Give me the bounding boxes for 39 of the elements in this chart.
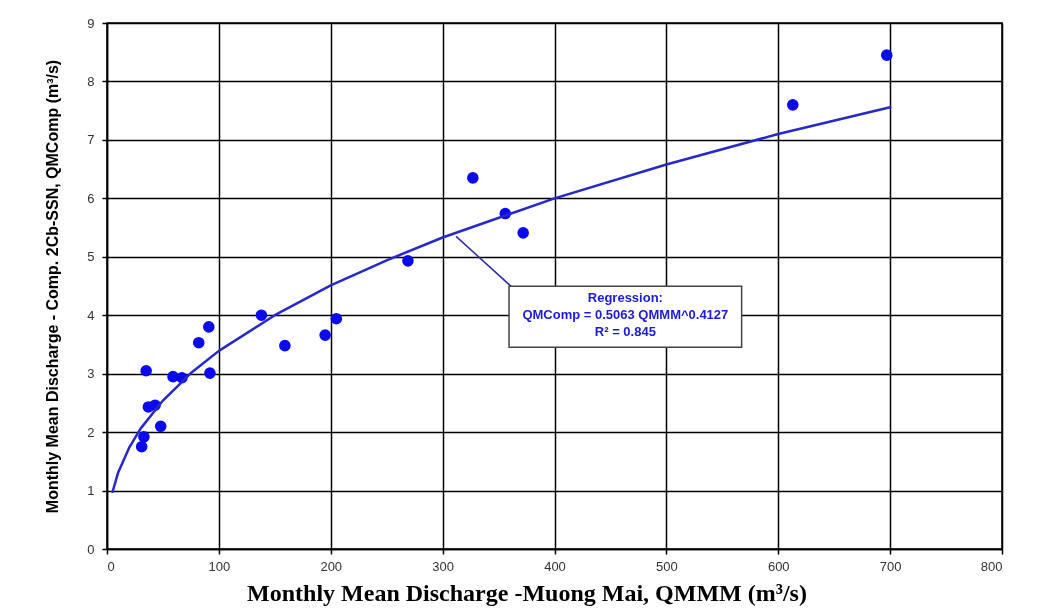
point <box>154 420 167 433</box>
point <box>140 364 152 377</box>
y-tick-label: 7 <box>87 132 95 148</box>
x-tick-label: 0 <box>107 558 115 574</box>
x-tick-label: 400 <box>544 558 566 574</box>
y-axis-title: Monthly Mean Discharge - Comp. 2Cb-SSN, QMComp (m³/s) <box>44 59 62 514</box>
point <box>517 227 529 239</box>
y-tick-label: 3 <box>87 366 95 382</box>
x-tick-label: 200 <box>320 558 343 574</box>
x-tick-label: 300 <box>432 558 454 574</box>
point <box>138 430 150 443</box>
point <box>330 312 343 325</box>
y-tick-label: 0 <box>87 541 95 557</box>
point <box>786 99 799 111</box>
y-tick-label: 4 <box>87 307 95 323</box>
y-tick-label: 5 <box>87 249 95 265</box>
y-tick-label: 9 <box>87 15 95 31</box>
point <box>880 49 893 61</box>
point <box>467 172 479 184</box>
point <box>192 336 205 349</box>
x-tick-label: 100 <box>208 558 231 574</box>
y-tick-label: 8 <box>87 73 95 89</box>
line-series <box>111 105 892 493</box>
x-axis-title: Monthly Mean Discharge -Muong Mai, QMMM (m³/s) <box>247 579 807 606</box>
point <box>279 339 291 352</box>
point <box>255 309 268 322</box>
x-tick-label: 800 <box>980 558 1003 574</box>
y-tick-label: 6 <box>87 190 95 206</box>
x-tick-label: 600 <box>767 558 790 574</box>
y-tick-label: 2 <box>87 424 95 440</box>
point <box>204 367 216 379</box>
annotation: Regression: QMComp = 0.5063 QMMM^0.4127 R² = 0.845 <box>522 290 729 340</box>
x-tick-label: 500 <box>656 558 678 574</box>
point <box>135 440 148 453</box>
point <box>402 255 414 267</box>
point <box>319 329 331 341</box>
x-tick-label: 700 <box>879 558 902 574</box>
y-tick-label: 1 <box>87 483 95 499</box>
point <box>203 321 215 333</box>
